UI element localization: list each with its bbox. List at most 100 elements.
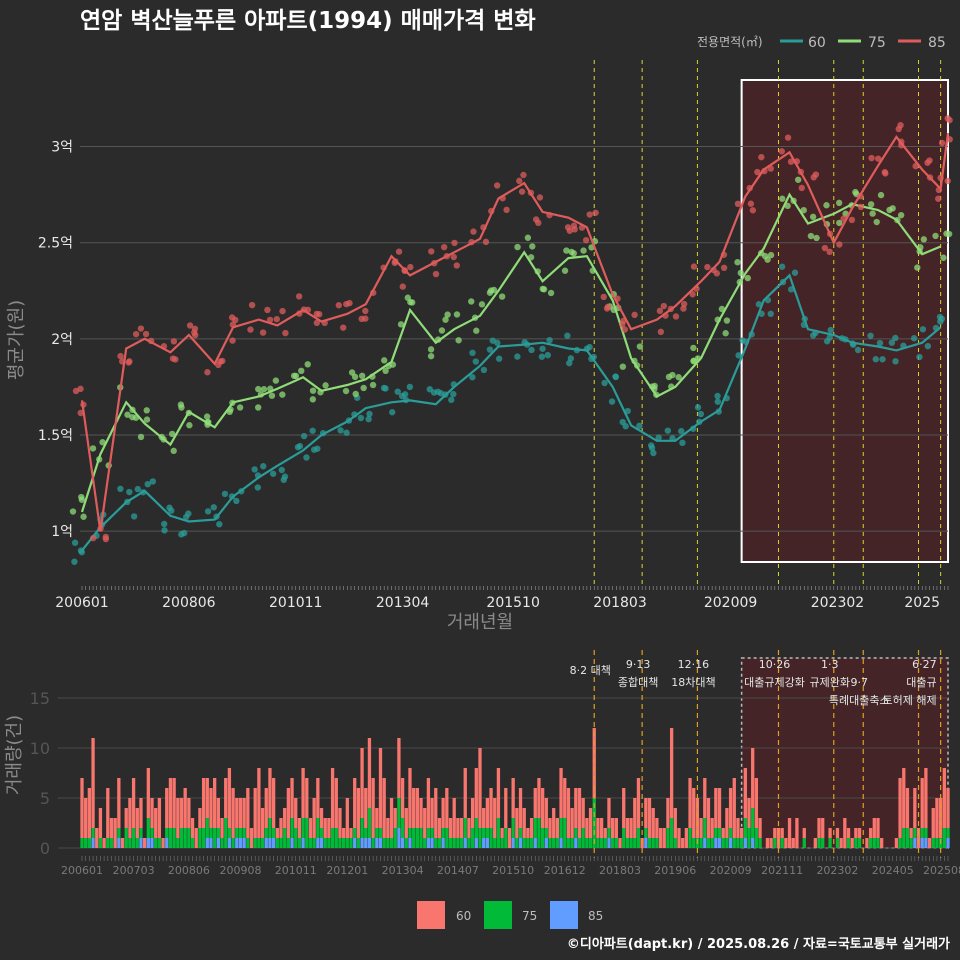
volume-bar	[353, 778, 357, 828]
volume-bar	[537, 778, 541, 818]
volume-bar	[920, 838, 924, 848]
volume-bar	[353, 828, 357, 838]
x-tick-label: 200601	[55, 595, 108, 611]
volume-bar	[835, 838, 840, 848]
data-point	[690, 357, 697, 365]
volume-bar	[294, 828, 298, 848]
data-point	[493, 182, 501, 189]
volume-bar	[802, 828, 806, 838]
data-point	[518, 188, 526, 195]
volume-bar	[743, 818, 747, 838]
data-point	[920, 236, 928, 243]
volume-bar	[714, 838, 718, 848]
data-point	[664, 427, 672, 434]
volume-bar	[684, 828, 689, 848]
volume-bar	[758, 818, 762, 838]
data-point	[601, 379, 608, 387]
volume-bar	[902, 768, 906, 828]
data-point	[170, 447, 177, 455]
data-point	[586, 211, 593, 218]
volume-bar	[386, 818, 390, 838]
data-point	[835, 199, 843, 207]
volume-bar	[485, 828, 490, 838]
data-point	[528, 346, 535, 354]
volume-bar	[279, 818, 283, 838]
data-point	[260, 386, 268, 393]
volume-bar	[198, 828, 202, 848]
volume-bar	[787, 818, 792, 848]
volume-bar	[692, 788, 696, 838]
volume-bar	[441, 838, 445, 848]
volume-bar	[154, 838, 158, 848]
volume-bar	[187, 798, 191, 828]
volume-bar	[98, 808, 103, 838]
volume-bar	[563, 778, 567, 818]
data-point	[836, 219, 843, 227]
policy-annotation: 9·7	[850, 676, 868, 689]
data-point	[529, 243, 536, 250]
volume-bar	[666, 828, 670, 848]
data-point	[648, 444, 656, 452]
volume-bar	[518, 788, 523, 828]
volume-bar	[728, 828, 733, 838]
volume-bar	[669, 818, 674, 848]
data-point	[567, 355, 575, 362]
data-point	[216, 521, 223, 528]
volume-bar	[581, 828, 585, 848]
data-point	[722, 330, 729, 337]
volume-bar	[235, 838, 239, 848]
volume-bar	[408, 838, 412, 848]
data-point	[787, 158, 795, 165]
volume-bar	[124, 828, 128, 848]
volume-bar	[235, 828, 239, 838]
volume-bar	[839, 838, 843, 848]
credit-text: ©디아파트(dapt.kr) / 2025.08.26 / 자료=국토교통부 실…	[567, 936, 950, 952]
data-point	[360, 384, 367, 392]
volume-bar	[946, 838, 950, 848]
x-axis-title: 거래년월	[447, 612, 513, 633]
volume-bar	[507, 828, 512, 848]
volume-bar	[894, 838, 899, 848]
data-point	[397, 321, 405, 328]
volume-bar	[135, 808, 139, 838]
volume-bar	[876, 838, 880, 848]
volume-bar	[522, 838, 526, 848]
volume-y-tick: 0	[40, 839, 50, 858]
volume-bar	[213, 828, 217, 848]
volume-bar	[91, 828, 95, 838]
data-point	[540, 286, 548, 293]
volume-bar	[400, 778, 405, 818]
volume-bar	[330, 768, 335, 828]
data-point	[926, 157, 933, 164]
volume-bar	[338, 808, 342, 838]
volume-bar	[441, 798, 445, 828]
volume-bar	[773, 838, 777, 848]
volume-x-tick: 201407	[437, 864, 479, 877]
volume-bar	[710, 818, 714, 838]
legend-bottom: 60 75 85	[417, 901, 603, 929]
data-point	[868, 154, 875, 162]
volume-bar	[474, 818, 478, 838]
data-point	[566, 359, 573, 367]
volume-bar	[220, 838, 224, 848]
y-tick-label: 1.5억	[38, 428, 73, 444]
volume-bar	[231, 788, 235, 838]
volume-bar	[161, 838, 165, 848]
volume-bar	[614, 818, 618, 838]
data-point	[228, 314, 236, 321]
data-point	[809, 332, 817, 339]
data-point	[365, 415, 372, 423]
volume-bar	[876, 818, 880, 838]
volume-bar	[611, 818, 615, 838]
volume-bar	[511, 838, 515, 848]
volume-bar	[400, 838, 405, 848]
data-point	[561, 267, 569, 274]
data-point	[185, 510, 192, 517]
volume-bar	[647, 798, 652, 838]
volume-bar	[165, 788, 169, 828]
data-point	[382, 367, 389, 375]
volume-bar	[349, 828, 353, 838]
volume-bar	[846, 828, 851, 838]
data-point	[71, 539, 79, 546]
data-point	[470, 228, 477, 235]
